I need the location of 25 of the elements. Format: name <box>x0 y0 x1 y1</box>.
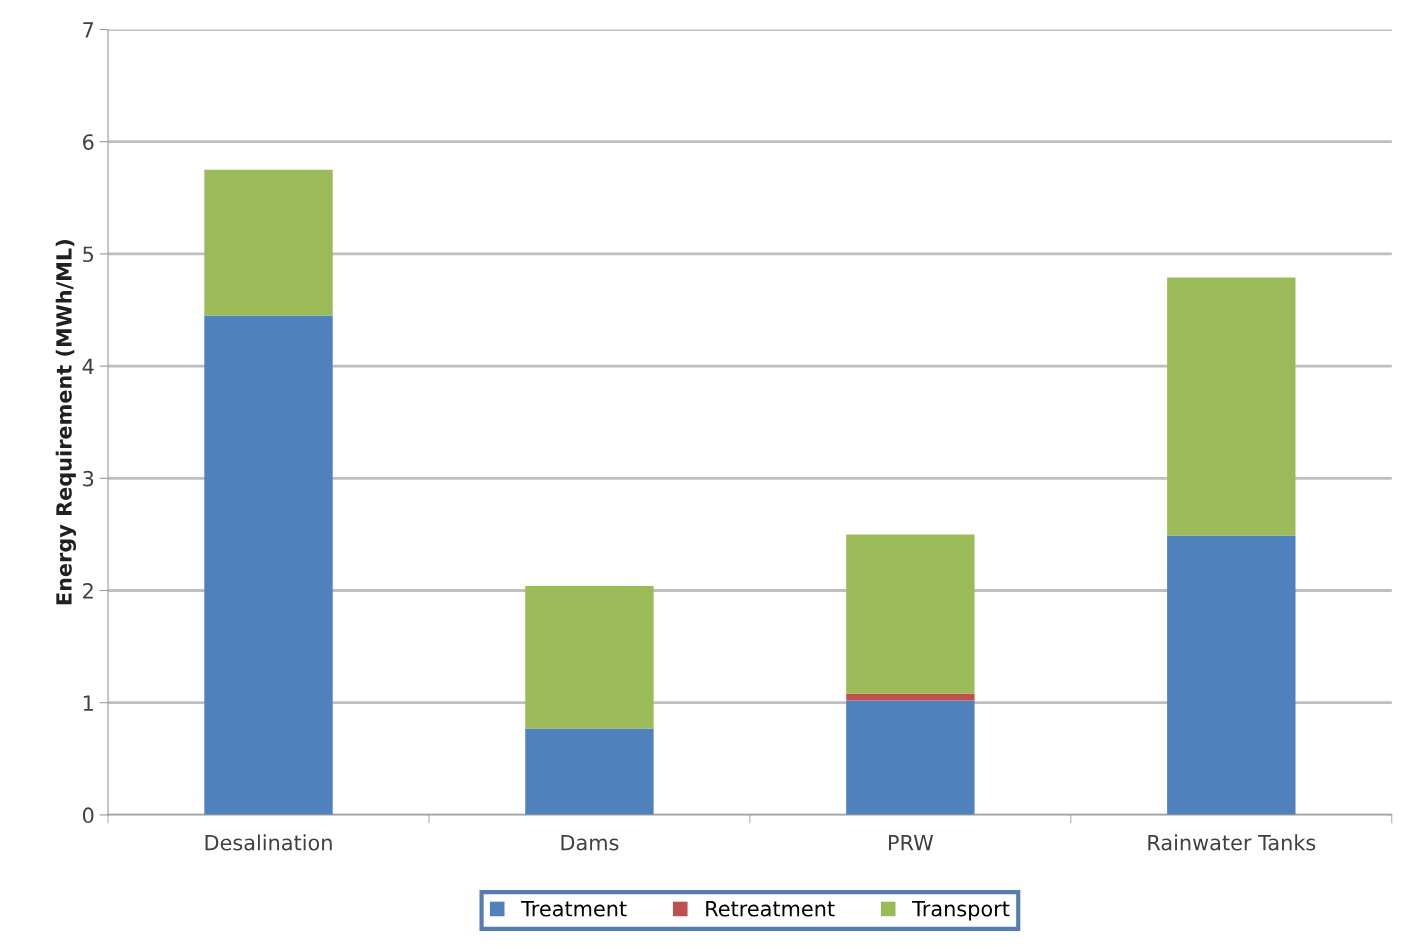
x-tick-label: Rainwater Tanks <box>1148 834 1316 851</box>
y-tick-label: 6 <box>83 134 94 150</box>
bar <box>846 534 975 694</box>
x-tick-label: Dams <box>561 835 619 851</box>
bar <box>1167 535 1296 815</box>
y-axis-title: Energy Requirement (MWh/ML) <box>55 240 77 605</box>
y-tick-label: 0 <box>82 807 94 824</box>
bar <box>204 315 333 815</box>
bar <box>525 586 654 729</box>
x-tick-label: PRW <box>889 835 934 851</box>
x-tick-label: Desalination <box>205 834 332 851</box>
y-tick-label: 7 <box>83 22 94 38</box>
bar <box>846 700 975 815</box>
bar <box>525 728 654 815</box>
legend-label: Retreatment <box>706 901 835 917</box>
bar <box>1167 277 1296 536</box>
legend-label: Treatment <box>521 901 627 917</box>
y-tick-label: 3 <box>83 470 94 487</box>
bar <box>846 693 975 701</box>
y-tick-label: 1 <box>83 695 93 711</box>
y-tick-label: 5 <box>83 246 94 263</box>
y-tick-label: 4 <box>82 358 94 375</box>
legend-label: Transport <box>912 901 1010 921</box>
y-tick-label: 2 <box>83 582 93 599</box>
bar <box>204 169 333 316</box>
